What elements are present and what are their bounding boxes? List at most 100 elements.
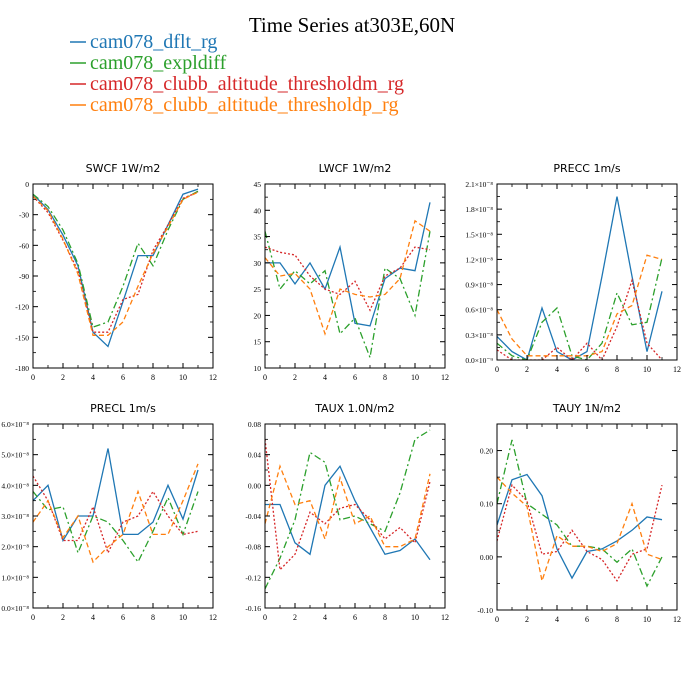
y-tick-label: 0.00 — [480, 553, 493, 562]
panel-title: TAUX 1.0N/m2 — [314, 402, 395, 415]
x-tick-label: 8 — [615, 365, 619, 374]
y-tick-label: -0.12 — [245, 573, 261, 582]
y-tick-label: 25 — [254, 285, 262, 294]
x-tick-label: 8 — [151, 613, 155, 622]
y-tick-label: 0.04 — [248, 451, 261, 460]
y-tick-label: 35 — [254, 233, 262, 242]
y-tick-label: 0.9×10⁻⁸ — [465, 281, 493, 290]
y-tick-label: -120 — [15, 303, 29, 312]
x-tick-label: 10 — [179, 373, 187, 382]
x-tick-label: 6 — [121, 613, 125, 622]
x-tick-label: 6 — [585, 615, 589, 624]
x-tick-label: 0 — [31, 613, 35, 622]
y-tick-label: 45 — [254, 180, 262, 189]
x-tick-label: 12 — [673, 365, 681, 374]
x-tick-label: 8 — [383, 613, 387, 622]
legend: cam078_dflt_rgcam078_expldiffcam078_club… — [70, 31, 404, 116]
x-tick-label: 2 — [61, 373, 65, 382]
y-tick-label: 0.10 — [480, 500, 493, 509]
x-tick-label: 12 — [673, 615, 681, 624]
legend-label: cam078_clubb_altitude_thresholdm_rg — [90, 73, 404, 95]
y-tick-label: -180 — [15, 364, 29, 373]
x-tick-label: 2 — [525, 365, 529, 374]
y-tick-label: 20 — [254, 311, 262, 320]
series-line-2 — [265, 429, 431, 590]
series-line-4 — [33, 191, 199, 336]
legend-label: cam078_expldiff — [90, 52, 227, 74]
series-line-4 — [497, 254, 663, 357]
series-line-4 — [265, 464, 431, 548]
y-tick-label: 3.0×10⁻⁸ — [1, 512, 29, 521]
y-tick-label: -0.10 — [477, 606, 493, 615]
panel-title: SWCF 1W/m2 — [86, 162, 161, 175]
x-tick-label: 4 — [91, 373, 95, 382]
x-tick-label: 2 — [293, 613, 297, 622]
figure-title: Time Series at303E,60N — [249, 13, 455, 37]
x-tick-label: 8 — [151, 373, 155, 382]
x-tick-label: 4 — [555, 615, 559, 624]
y-tick-label: -60 — [19, 241, 29, 250]
y-tick-label: 0.0×10⁻⁸ — [1, 604, 29, 613]
series-line-2 — [497, 439, 663, 588]
plot-frame — [496, 183, 678, 361]
y-tick-label: 15 — [254, 338, 262, 347]
y-tick-label: -0.16 — [245, 604, 261, 613]
series-line-1 — [33, 188, 199, 348]
y-tick-label: -150 — [15, 333, 29, 342]
panel-swcf: SWCF 1W/m2 0 2 4 6 8 10 12 0 -30 -60 -90 -120 -150 -18… — [15, 162, 217, 382]
series-line-3 — [265, 439, 431, 572]
legend-label: cam078_dflt_rg — [90, 31, 217, 53]
y-tick-label: -0.04 — [245, 512, 261, 521]
series-line-4 — [33, 463, 199, 564]
x-tick-label: 0 — [31, 373, 35, 382]
x-tick-label: 10 — [411, 613, 419, 622]
y-tick-label: 4.0×10⁻⁸ — [1, 481, 29, 490]
panel-title: PRECC 1m/s — [553, 162, 621, 175]
y-tick-label: 0.20 — [480, 447, 493, 456]
y-tick-label: 1.2×10⁻⁸ — [465, 255, 493, 264]
series-line-2 — [33, 491, 199, 564]
x-tick-label: 8 — [383, 373, 387, 382]
y-tick-label: 10 — [254, 364, 262, 373]
series-line-1 — [265, 464, 431, 561]
x-tick-label: 4 — [91, 613, 95, 622]
x-tick-label: 10 — [179, 613, 187, 622]
y-tick-label: 5.0×10⁻⁸ — [1, 451, 29, 460]
x-tick-label: 2 — [61, 613, 65, 622]
series-line-3 — [33, 475, 199, 555]
series-line-3 — [497, 483, 663, 583]
y-tick-label: 0.08 — [248, 420, 261, 429]
x-tick-label: 12 — [209, 613, 217, 622]
y-tick-label: 1.0×10⁻⁸ — [1, 573, 29, 582]
panel-title: LWCF 1W/m2 — [319, 162, 392, 175]
y-tick-label: 30 — [254, 259, 262, 268]
panel-title: PRECL 1m/s — [90, 402, 156, 415]
x-tick-label: 2 — [525, 615, 529, 624]
x-tick-label: 0 — [495, 615, 499, 624]
y-tick-label: 0.00 — [248, 481, 261, 490]
x-tick-label: 0 — [263, 373, 267, 382]
panel-precc: PRECC 1m/s 0 2 4 6 8 10 12 0.0×10⁻⁹ 0.3×10⁻⁸ 0.6×1… — [465, 162, 681, 374]
legend-label: cam078_clubb_altitude_thresholdp_rg — [90, 94, 398, 116]
panel-precl: PRECL 1m/s 0 2 4 6 8 10 12 0.0×10⁻⁸ 1.0×10⁻⁸ 2.0×1… — [1, 402, 217, 622]
x-tick-label: 10 — [643, 615, 651, 624]
panel-taux: TAUX 1.0N/m2 0 2 4 6 8 10 12 -0.16 -0.12 -0.08 -0.0… — [245, 402, 449, 622]
plot-frame — [32, 423, 214, 609]
x-tick-label: 12 — [209, 373, 217, 382]
series-line-1 — [497, 473, 663, 580]
series-line-4 — [497, 476, 663, 584]
panel-lwcf: LWCF 1W/m2 0 2 4 6 8 10 12 10 15 20 25 30 35 40 45 — [254, 162, 450, 382]
series-line-1 — [497, 196, 663, 360]
y-tick-label: -30 — [19, 211, 29, 220]
y-tick-label: -90 — [19, 272, 29, 281]
series-line-2 — [265, 231, 431, 360]
series-line-3 — [497, 278, 663, 360]
x-tick-label: 0 — [263, 613, 267, 622]
series-line-3 — [265, 246, 431, 312]
x-tick-label: 6 — [353, 373, 357, 382]
panels: SWCF 1W/m2 0 2 4 6 8 10 12 0 -30 -60 -90 -120 -150 -18… — [1, 162, 681, 624]
plot-frame — [264, 183, 446, 369]
x-tick-label: 10 — [643, 365, 651, 374]
y-tick-label: 0 — [25, 180, 29, 189]
